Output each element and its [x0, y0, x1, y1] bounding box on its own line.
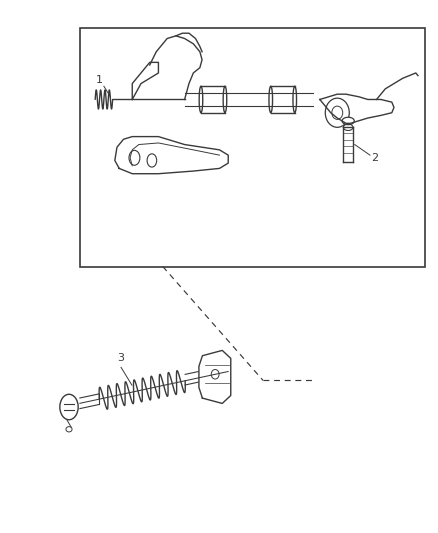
Ellipse shape: [268, 86, 272, 113]
Ellipse shape: [66, 426, 72, 432]
Ellipse shape: [60, 394, 78, 419]
Ellipse shape: [341, 117, 353, 125]
Ellipse shape: [343, 124, 352, 131]
Ellipse shape: [292, 86, 296, 113]
Text: 3: 3: [117, 353, 124, 363]
Bar: [80, 28, 424, 266]
Text: 2: 2: [371, 153, 378, 163]
Text: 1: 1: [96, 75, 103, 85]
Ellipse shape: [199, 86, 202, 113]
Ellipse shape: [223, 86, 226, 113]
Ellipse shape: [211, 369, 219, 379]
